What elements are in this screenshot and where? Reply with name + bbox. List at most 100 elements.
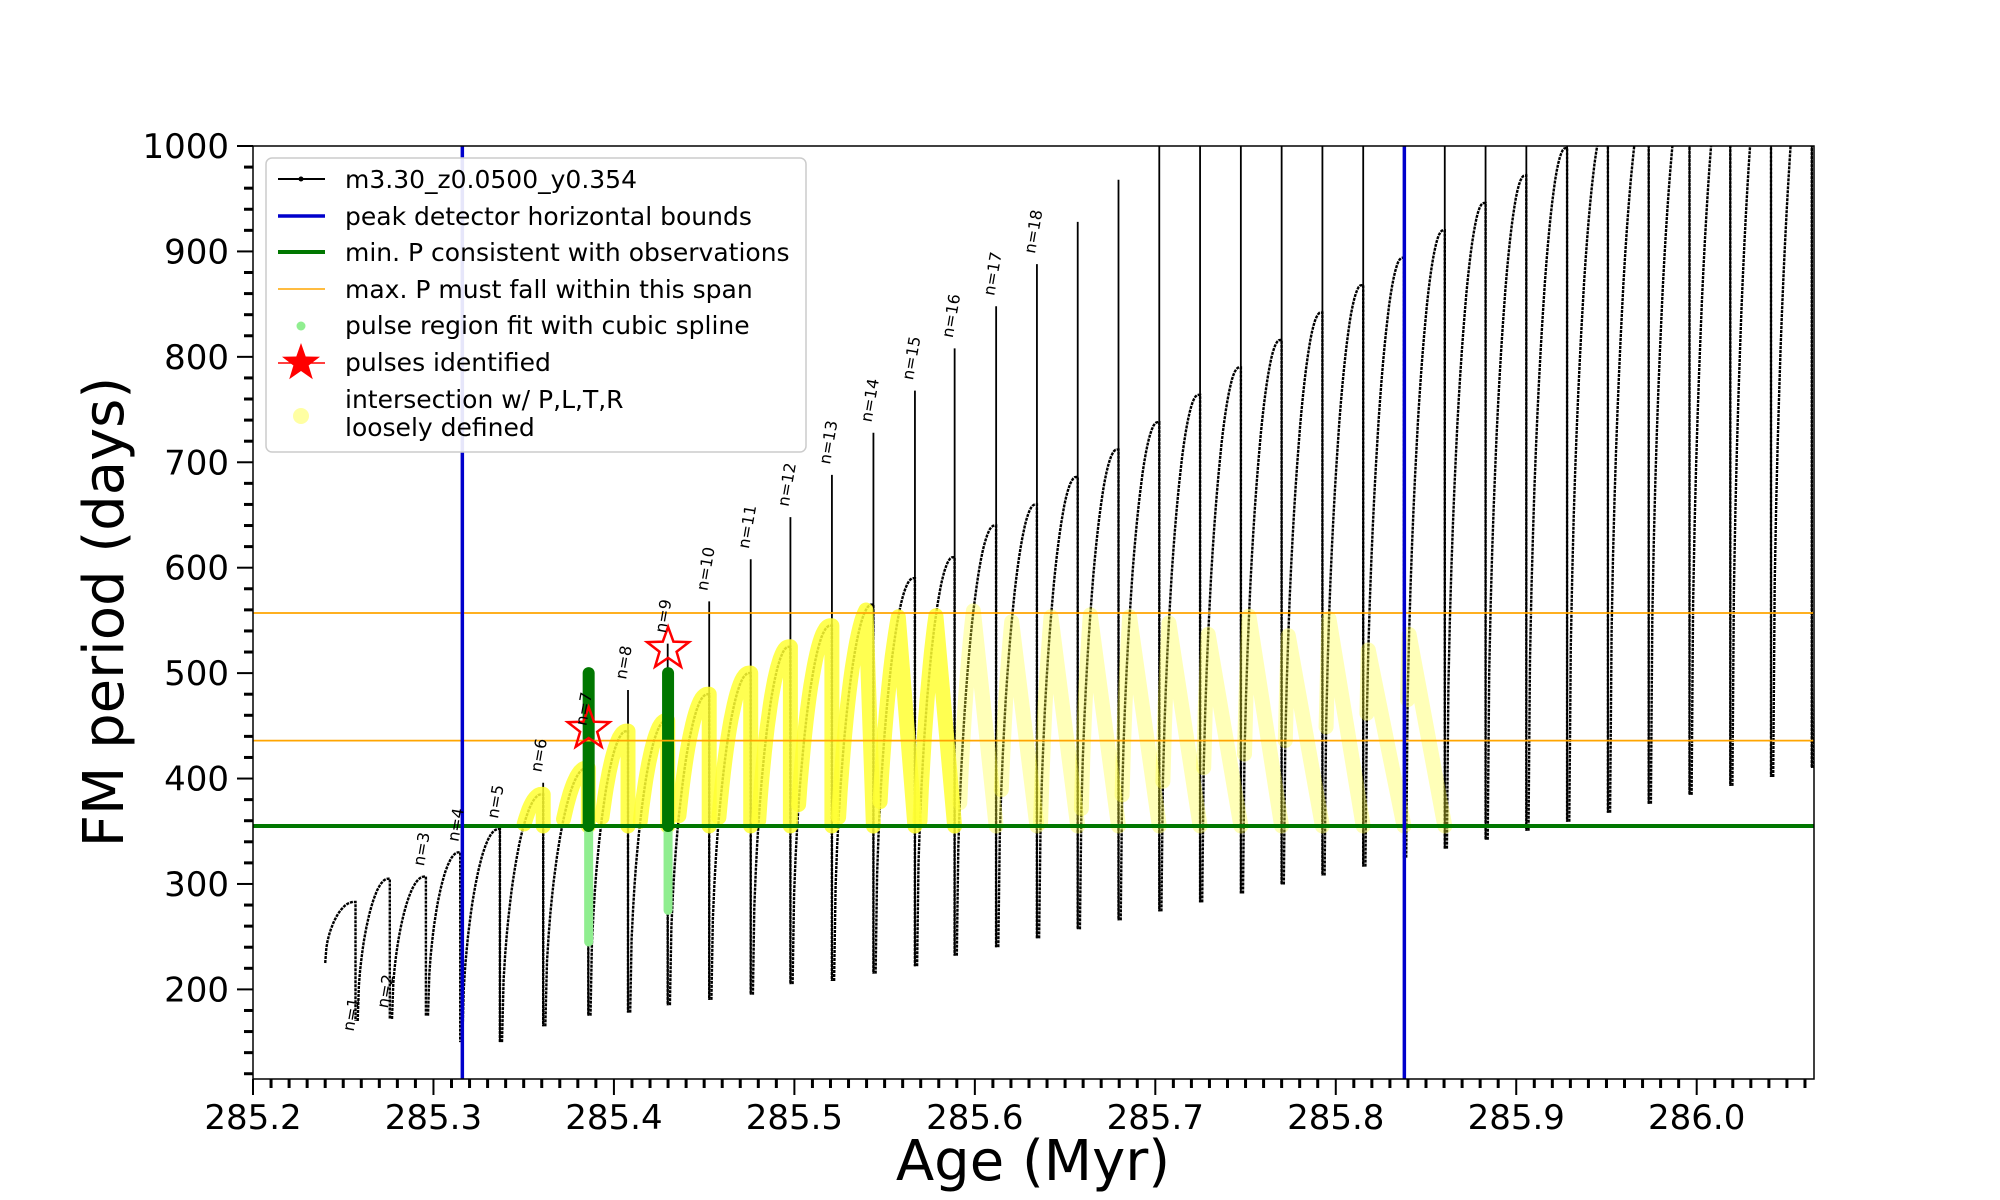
- x-tick-label-285.4: 285.4: [565, 1098, 662, 1138]
- pulse-label-n=5: n=5: [483, 783, 508, 820]
- legend-label-spline: pulse region fit with cubic spline: [345, 311, 750, 340]
- track-segment: [1445, 201, 1487, 849]
- y-tick-label-400: 400: [164, 760, 229, 800]
- track-segment: [1690, 146, 1732, 795]
- track-segment: [1037, 475, 1079, 939]
- track-segment: [1282, 311, 1324, 885]
- y-tick-label-600: 600: [164, 549, 229, 589]
- intersection-arch: [831, 602, 881, 834]
- x-tick-label-285.5: 285.5: [746, 1098, 843, 1138]
- y-tick-label-800: 800: [164, 338, 229, 378]
- legend-marker-spline: [296, 321, 306, 331]
- intersection-arch: [1155, 615, 1208, 834]
- pulse-label-n=16: n=16: [938, 293, 964, 340]
- x-tick-label-285.9: 285.9: [1468, 1098, 1565, 1138]
- x-tick-label-285.8: 285.8: [1287, 1098, 1384, 1138]
- pulse-label-n=13: n=13: [815, 419, 841, 466]
- intersection-arch: [1318, 611, 1371, 834]
- pulse-label-n=3: n=3: [409, 831, 434, 868]
- legend: m3.30_z0.0500_y0.354 peak detector horiz…: [265, 157, 807, 453]
- y-axis-title: FM period (days): [72, 377, 137, 847]
- pulse-label-n=2: n=2: [373, 973, 398, 1010]
- legend-label-intersection-2: loosely defined: [345, 413, 535, 442]
- legend-box: [265, 157, 807, 453]
- x-tick-label-285.3: 285.3: [385, 1098, 482, 1138]
- intersection-arch: [516, 786, 551, 834]
- y-tick-label-300: 300: [164, 865, 229, 905]
- intersection-arch: [993, 614, 1045, 834]
- intersection-arch: [1400, 627, 1453, 834]
- track-segment: [500, 793, 545, 1043]
- pulses-identified: [564, 623, 693, 750]
- legend-label-star: pulses identified: [345, 348, 551, 377]
- y-tick-label-900: 900: [164, 232, 229, 272]
- x-tick-label-285.2: 285.2: [204, 1098, 301, 1138]
- track-segment: [1405, 229, 1446, 858]
- track-segment: [1896, 9, 1935, 750]
- track-segment: [1812, 615, 1814, 768]
- pulse-star-1: [564, 703, 614, 750]
- track-segment: [1649, 146, 1691, 804]
- track-segment: [1568, 146, 1610, 822]
- track-segment: [955, 524, 998, 956]
- pulse-star-2: [643, 623, 693, 670]
- plot-frame: [252, 145, 1815, 1080]
- intersection-arch: [952, 603, 1004, 834]
- intersection-arch: [1073, 607, 1126, 834]
- legend-label-track: m3.30_z0.0500_y0.354: [345, 165, 637, 194]
- x-tick-label-285.7: 285.7: [1107, 1098, 1204, 1138]
- pulse-label-n=10: n=10: [692, 546, 718, 593]
- track-segment: [997, 503, 1039, 948]
- track-segment: [1241, 338, 1283, 894]
- track-segment: [1855, 9, 1894, 759]
- spline-layer: [582, 667, 675, 947]
- intersection-layer: [516, 602, 1453, 834]
- pulse-label-n=12: n=12: [774, 461, 800, 508]
- intersection-arch: [1359, 642, 1412, 834]
- track-segment: [324, 900, 357, 1021]
- pulse-label-n=6: n=6: [526, 737, 551, 774]
- y-tick-label-1000: 1000: [142, 127, 229, 167]
- pulse-label-n=4: n=4: [443, 806, 468, 843]
- legend-marker-intersection: [293, 408, 309, 424]
- track-segment: [1936, 9, 1975, 741]
- legend-label-min-period: min. P consistent with observations: [345, 238, 790, 267]
- intersection-arch: [1237, 608, 1290, 834]
- pulse-label-n=11: n=11: [734, 503, 760, 550]
- legend-label-max-span: max. P must fall within this span: [345, 275, 753, 304]
- pulse-label-n=15: n=15: [898, 335, 924, 382]
- track-segment: [1119, 421, 1161, 921]
- pulse-label-n=9: n=9: [651, 598, 676, 635]
- legend-label-intersection: intersection w/ P,L,T,R: [345, 385, 624, 414]
- pulse-label-n=14: n=14: [857, 377, 883, 424]
- pulse-label-n=17: n=17: [979, 250, 1005, 297]
- track-segment: [1527, 146, 1569, 831]
- pulse-label-n=8: n=8: [611, 644, 636, 681]
- intersection-arch: [711, 665, 759, 834]
- intersection-arch: [1114, 609, 1167, 834]
- track-segment: [356, 877, 391, 1022]
- intersection-arch: [872, 609, 923, 834]
- track-segment: [1608, 146, 1650, 813]
- intersection-arch: [671, 686, 717, 834]
- x-axis-title: Age (Myr): [896, 1129, 1170, 1194]
- track-segment: [1160, 393, 1202, 912]
- x-tick-label-285.6: 285.6: [926, 1098, 1023, 1138]
- y-axis: 200 300 400 500 600 700 800 900 1000: [142, 127, 253, 1076]
- intersection-arch: [751, 639, 798, 834]
- intersection-arch: [1196, 626, 1249, 834]
- track-segment: [1323, 284, 1365, 876]
- track-segment: [1201, 366, 1243, 903]
- y-tick-label-200: 200: [164, 970, 229, 1010]
- x-tick-label-286.0: 286.0: [1648, 1098, 1745, 1138]
- track-segment: [461, 827, 502, 1043]
- intersection-arch: [912, 608, 963, 834]
- legend-marker-star: [282, 343, 320, 380]
- track-segment: [390, 875, 428, 1019]
- legend-label-bounds: peak detector horizontal bounds: [345, 202, 752, 231]
- track-segment: [1486, 174, 1528, 840]
- legend-marker-track-dot: [298, 176, 304, 182]
- intersection-arch: [594, 723, 636, 834]
- intersection-arch: [791, 618, 840, 834]
